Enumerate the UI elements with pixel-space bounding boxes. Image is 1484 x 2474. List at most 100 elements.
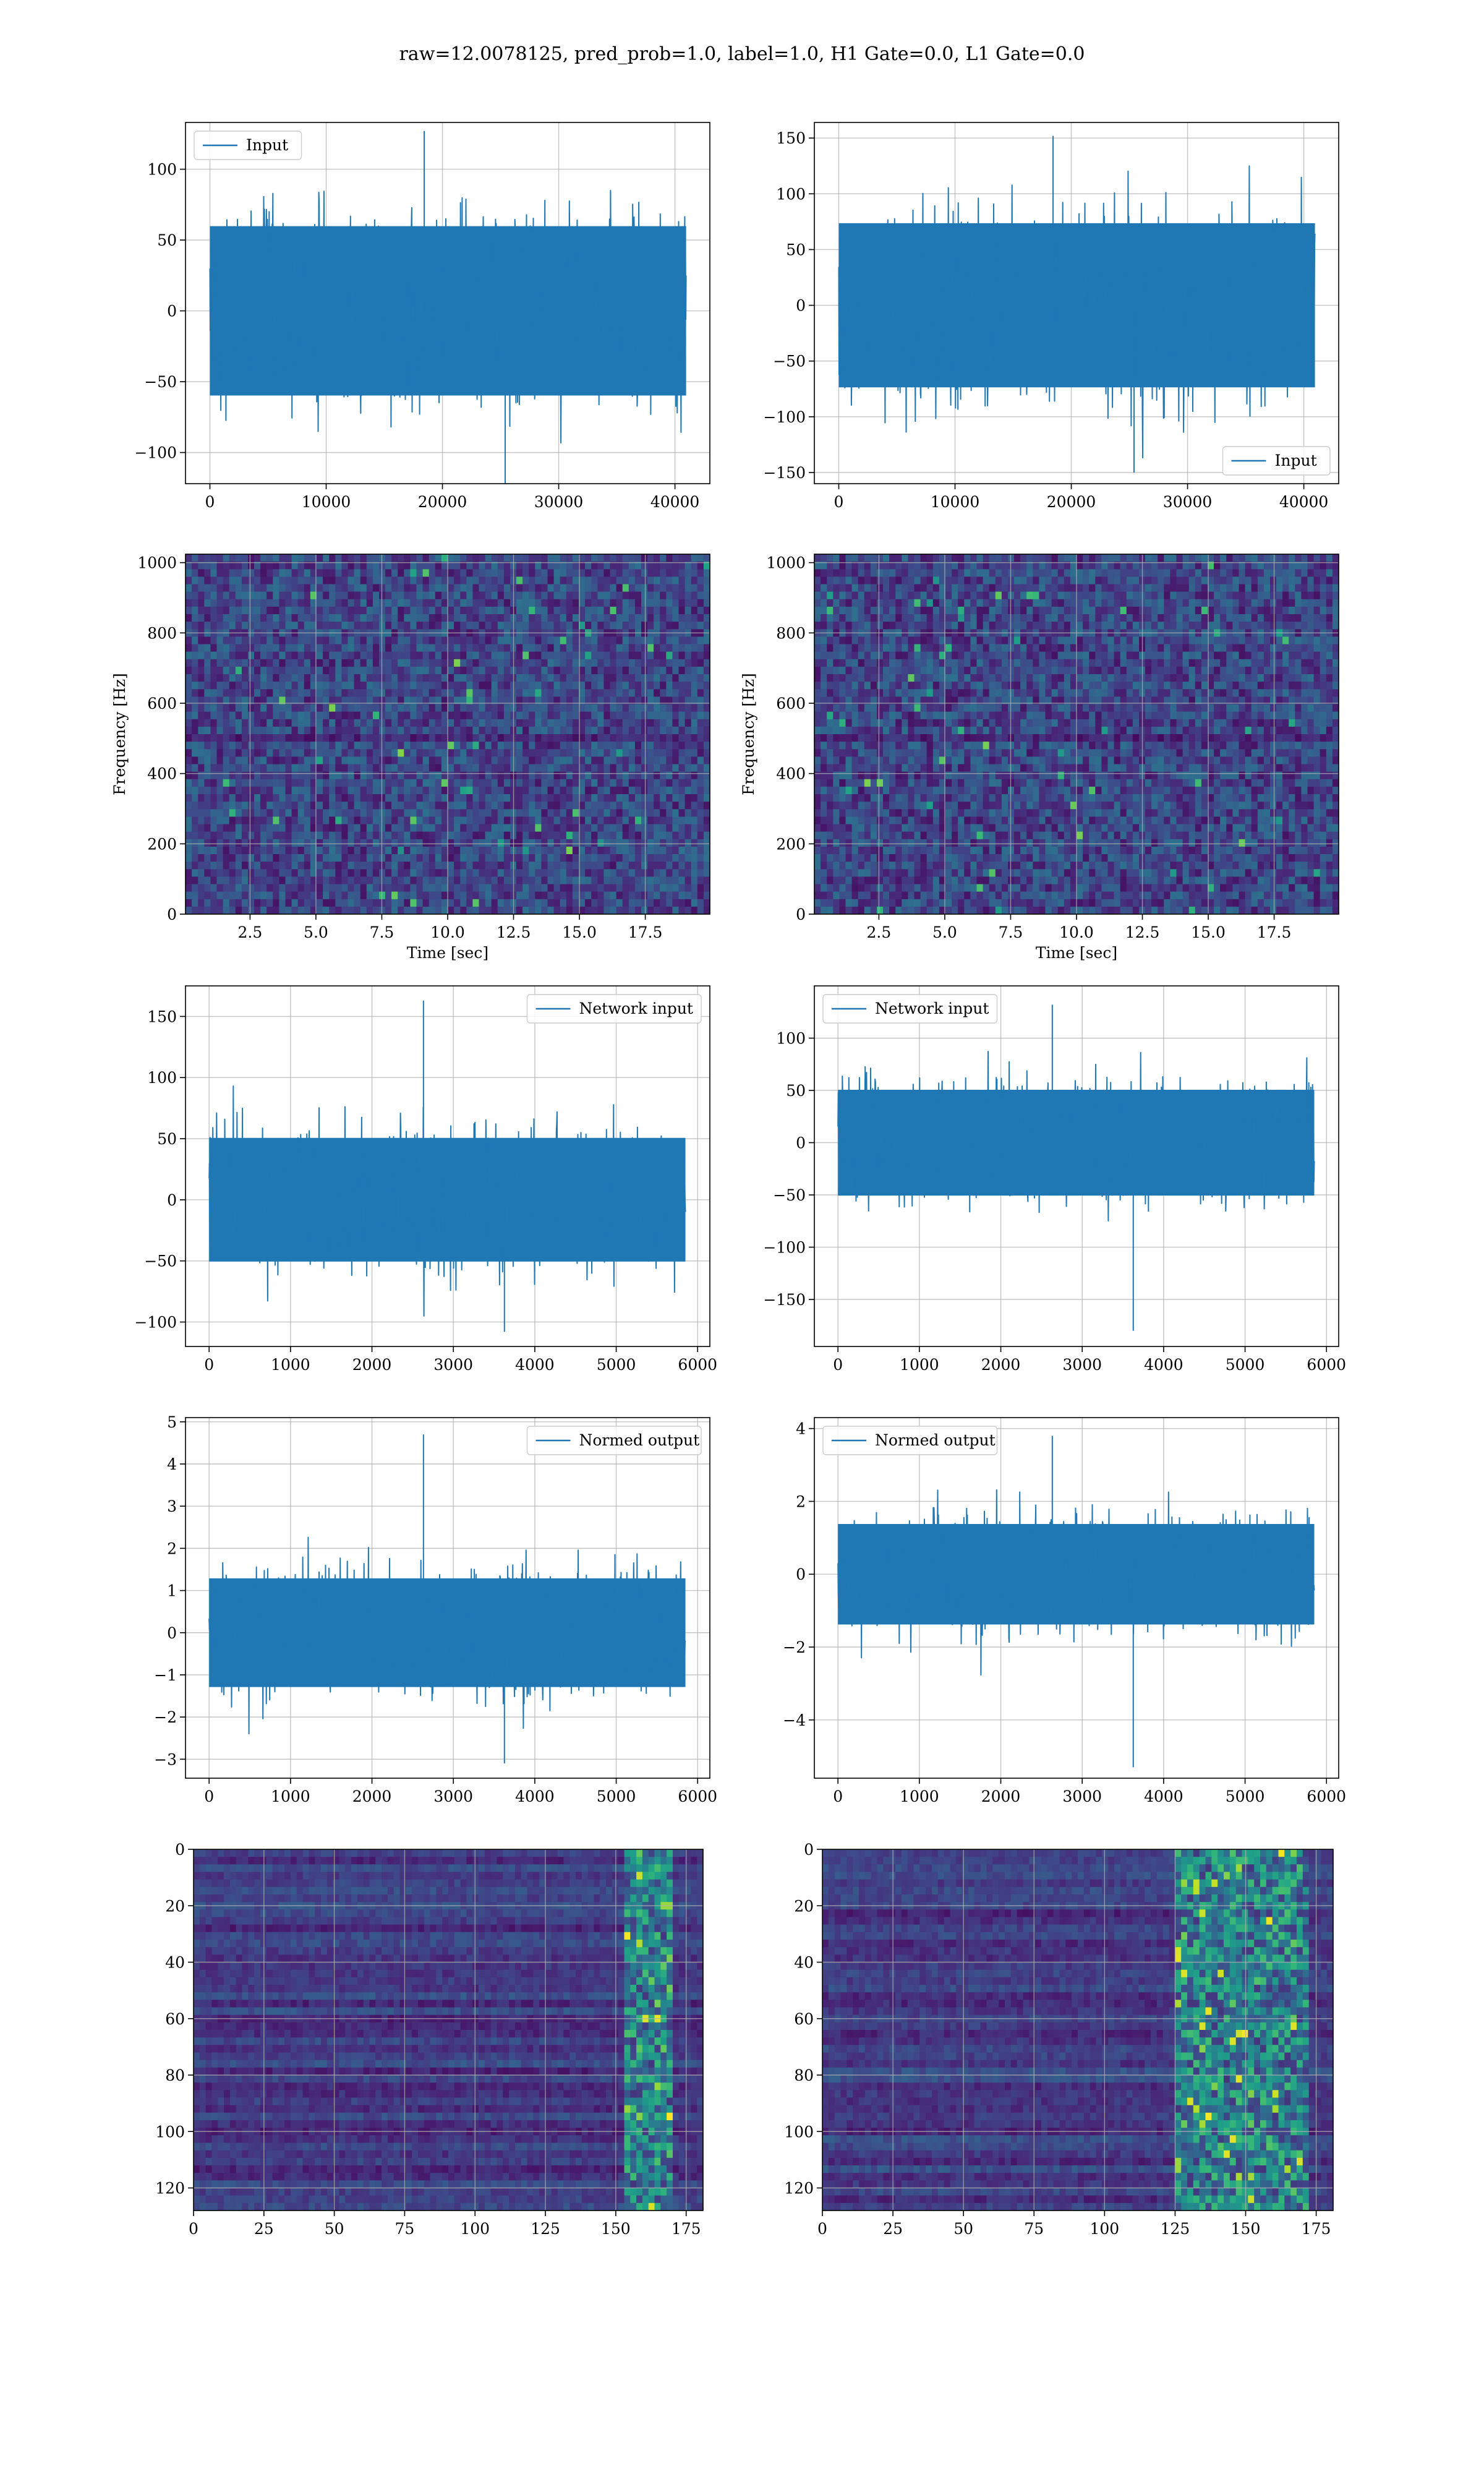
heatmap-cell [566,711,573,720]
heatmap-cell [572,651,579,660]
heatmap-cell [391,666,398,675]
heatmap-cell [628,906,636,914]
heatmap-cell [204,876,211,885]
heatmap-cell [1126,562,1133,570]
heatmap-cell [354,591,361,600]
heatmap-cell [472,569,480,577]
heatmap-cell [889,562,896,570]
heatmap-cell [248,854,255,862]
heatmap-cell [1033,576,1039,585]
heatmap-cell [223,862,230,870]
heatmap-cell [372,696,380,705]
heatmap-cell [535,802,542,810]
heatmap-cell [833,554,840,562]
heatmap-cell [360,704,367,713]
heatmap-cell [422,816,430,825]
heatmap-cell [285,846,292,855]
heatmap-cell [684,711,692,720]
heatmap-cell [579,562,586,570]
heatmap-cell [503,606,511,615]
heatmap-cell [348,591,355,600]
heatmap-cell [448,689,454,697]
heatmap-cell [970,622,978,630]
heatmap-cell [448,719,454,727]
heatmap-cell [553,899,561,907]
heatmap-cell [291,719,299,727]
heatmap-cell [591,696,598,705]
heatmap-cell [1145,584,1152,593]
heatmap-cell [703,711,710,720]
heatmap-cell [204,764,211,773]
heatmap-cell [1232,562,1240,570]
heatmap-cell [335,756,342,765]
heatmap-cell [622,809,629,817]
heatmap-cell [435,764,442,773]
heatmap-cell [472,824,480,833]
heatmap-cell [666,779,673,787]
heatmap-cell [1176,591,1183,600]
heatmap-cell [341,742,349,750]
heatmap-cell [864,599,871,607]
heatmap-cell [697,756,704,765]
heatmap-cell [1232,599,1240,607]
heatmap-cell [448,756,454,765]
heatmap-cell [216,584,224,593]
heatmap-cell [1276,591,1283,600]
heatmap-cell [1120,584,1127,593]
heatmap-cell [1051,599,1059,607]
heatmap-cell [186,659,192,667]
heatmap-cell [379,742,386,750]
heatmap-cell [317,636,323,645]
heatmap-cell [597,719,604,727]
heatmap-cell [914,591,921,600]
heatmap-cell [703,906,710,914]
heatmap-cell [516,771,523,780]
heatmap-cell [616,659,623,667]
heatmap-cell [448,824,454,833]
heatmap-cell [441,674,448,682]
heatmap-cell [223,794,230,802]
heatmap-cell [883,606,890,615]
heatmap-cell [895,606,902,615]
heatmap-cell [1014,591,1021,600]
heatmap-cell [479,862,486,870]
heatmap-cell [267,711,273,720]
heatmap-cell [516,786,523,795]
heatmap-cell [1289,599,1295,607]
heatmap-cell [192,682,198,690]
heatmap-cell [354,764,361,773]
heatmap-cell [348,569,355,577]
heatmap-cell [572,831,579,840]
heatmap-cell [341,719,349,727]
heatmap-cell [628,666,636,675]
heatmap-cell [603,682,611,690]
heatmap-cell [404,726,411,735]
heatmap-cell [684,704,692,713]
heatmap-cell [216,682,224,690]
heatmap-cell [1332,554,1339,562]
heatmap-cell [416,606,424,615]
heatmap-cell [210,689,218,697]
heatmap-cell [404,576,411,585]
heatmap-cell [989,576,996,585]
heatmap-cell [472,809,480,817]
heatmap-cell [223,666,230,675]
heatmap-cell [267,674,273,682]
heatmap-cell [566,591,573,600]
heatmap-cell [1195,554,1202,562]
heatmap-cell [267,636,273,645]
heatmap-cell [666,734,673,742]
heatmap-cell [248,651,255,660]
heatmap-cell [691,876,698,885]
heatmap-cell [198,742,205,750]
heatmap-cell [983,576,990,585]
heatmap-cell [597,862,604,870]
heatmap-cell [422,622,430,630]
heatmap-cell [672,562,680,570]
heatmap-cell [348,771,355,780]
heatmap-cell [485,869,492,877]
heatmap-cell [572,591,579,600]
heatmap-cell [223,636,230,645]
heatmap-cell [654,614,660,622]
heatmap-cell [983,569,990,577]
